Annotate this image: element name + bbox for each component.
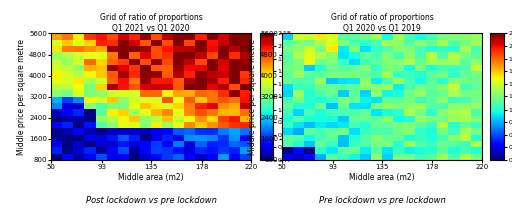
Y-axis label: Middle price per square metre: Middle price per square metre: [17, 39, 26, 155]
Title: Grid of ratio of proportions
Q1 2021 vs Q1 2020: Grid of ratio of proportions Q1 2021 vs …: [100, 13, 202, 33]
X-axis label: Middle area (m2): Middle area (m2): [118, 173, 184, 182]
Text: Post lockdown vs pre lockdown: Post lockdown vs pre lockdown: [86, 196, 217, 205]
Text: Pre lockdown vs pre lockdown: Pre lockdown vs pre lockdown: [318, 196, 445, 205]
Y-axis label: Middle price per square metre: Middle price per square metre: [248, 39, 257, 155]
X-axis label: Middle area (m2): Middle area (m2): [349, 173, 415, 182]
Title: Grid of ratio of proportions
Q1 2020 vs Q1 2019: Grid of ratio of proportions Q1 2020 vs …: [331, 13, 433, 33]
